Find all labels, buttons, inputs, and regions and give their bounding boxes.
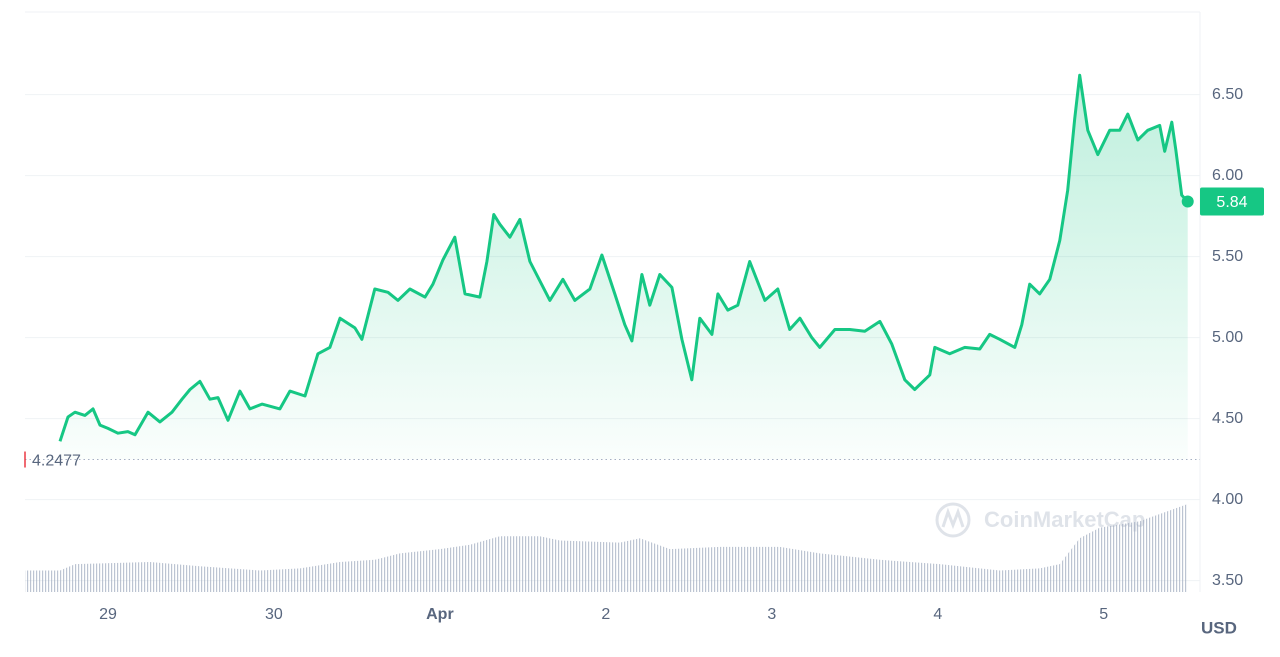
price-area — [60, 75, 1188, 460]
last-point — [1181, 195, 1194, 208]
y-tick-label: 5.50 — [1212, 248, 1243, 265]
price-tag — [1200, 187, 1264, 216]
y-tick-label: 6.50 — [1212, 86, 1243, 103]
y-tick-label: 3.50 — [1212, 572, 1243, 589]
y-tick-label: 6.00 — [1212, 167, 1243, 184]
y-tick-label: 4.50 — [1212, 410, 1243, 427]
y-axis-unit: USD — [1201, 618, 1237, 637]
x-tick-label: Apr — [426, 606, 454, 623]
x-tick-label: 29 — [99, 606, 117, 623]
volume-area — [25, 504, 1188, 592]
x-tick-label: 30 — [265, 606, 283, 623]
price-line — [58, 73, 1189, 442]
reference-label: 4.2477 — [32, 453, 81, 470]
x-tick-label: 2 — [601, 606, 610, 623]
y-tick-label: 5.00 — [1212, 329, 1243, 346]
x-tick-label: 4 — [933, 606, 942, 623]
x-tick-label: 3 — [767, 606, 776, 623]
watermark-text: CoinMarketCap — [984, 507, 1145, 532]
price-tag-label: 5.84 — [1216, 194, 1247, 211]
y-tick-label: 4.00 — [1212, 491, 1243, 508]
x-tick-label: 5 — [1099, 606, 1108, 623]
watermark: CoinMarketCap — [935, 502, 1145, 538]
